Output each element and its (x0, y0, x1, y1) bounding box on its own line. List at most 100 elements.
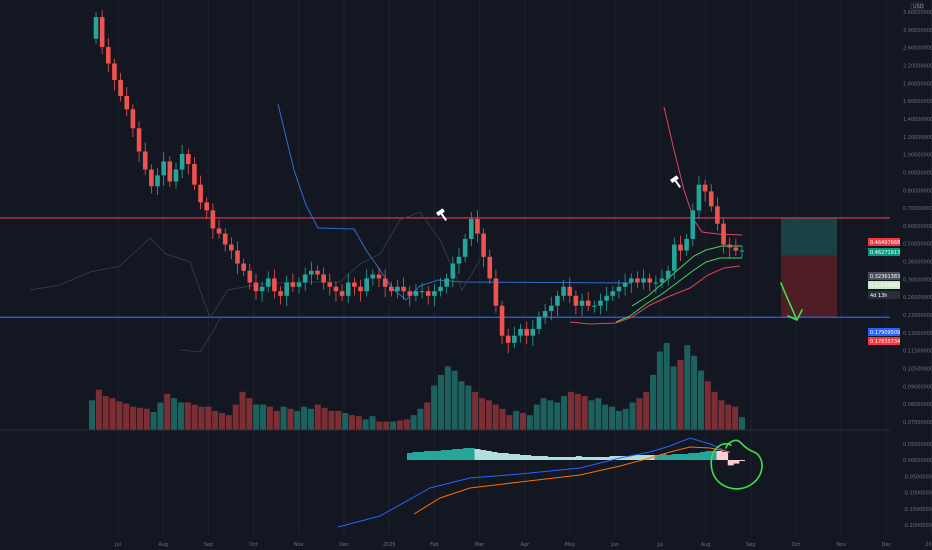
candle-body (702, 184, 708, 192)
macd-axis-label: -0.05000000 (903, 474, 932, 480)
candle-body (475, 219, 480, 234)
candle-body (659, 278, 665, 283)
volume-bar (718, 400, 725, 430)
time-label: Dec (339, 542, 349, 548)
candle (585, 291, 591, 312)
candle-body (499, 305, 505, 336)
candle (315, 265, 320, 280)
volume-bar (588, 400, 595, 430)
candle-body (192, 164, 197, 185)
candle (628, 273, 634, 293)
time-label: Dec (882, 542, 892, 548)
candle-body (493, 278, 499, 306)
candle-body (185, 153, 191, 165)
macd-hist-bar (660, 454, 667, 460)
candle (204, 197, 210, 220)
hammer-handle (674, 180, 681, 188)
volume-bar (95, 389, 102, 430)
candle (149, 164, 154, 194)
macd-hist-bar (592, 457, 599, 460)
candle (708, 184, 714, 212)
time-label: Aug (701, 542, 711, 548)
candle (222, 228, 228, 252)
volume-bar (205, 406, 212, 430)
macd-hist-bar (457, 449, 464, 460)
candle (598, 293, 603, 315)
grey-line (29, 211, 481, 319)
candle-body (684, 238, 689, 251)
price-label: 0.60000000 (903, 224, 932, 230)
green-line-lower (615, 257, 742, 323)
candle (407, 286, 413, 307)
candle-body (665, 270, 671, 279)
volume-bar (602, 404, 609, 430)
price-label: 1.60000000 (903, 99, 932, 105)
price-label: 3.00000000 (903, 28, 932, 34)
time-label: Feb (430, 542, 439, 548)
price-label: 0.11500000 (903, 349, 932, 355)
candle (530, 320, 536, 347)
candle (481, 228, 486, 268)
candle (561, 279, 566, 302)
candle (339, 284, 345, 302)
candle (290, 273, 296, 293)
candle (161, 152, 166, 186)
candle-body (272, 278, 277, 292)
short-position-box[interactable] (781, 217, 837, 318)
candle (567, 277, 573, 303)
candle (370, 269, 376, 286)
macd-hist-bar (620, 456, 627, 460)
volume-bar (499, 408, 506, 430)
candle-body (567, 286, 573, 296)
candle-body (727, 244, 732, 248)
candle-body (290, 282, 296, 287)
candle-body (561, 286, 566, 296)
macd-hist-bar (688, 453, 695, 460)
macd-hist-bar (626, 456, 633, 460)
candle-body (505, 335, 511, 343)
price-label: 0.10500000 (903, 367, 932, 373)
candle-body (610, 291, 616, 296)
candle (389, 281, 394, 297)
candle (739, 245, 745, 258)
candle-body (93, 17, 99, 39)
price-tag: 0.32163882 (868, 281, 900, 289)
candle (112, 58, 117, 91)
macd-hist-bar (603, 457, 610, 460)
macd-hist-bar (598, 457, 605, 460)
stop-zone (781, 217, 837, 256)
price-label: 0.09000000 (903, 384, 932, 390)
candle-body (468, 219, 474, 239)
candle (444, 273, 449, 294)
macd-hist-bar (570, 457, 577, 460)
volume-bar (451, 370, 458, 430)
time-label: Oct (249, 542, 258, 548)
candle-body (585, 300, 591, 306)
macd-hist-bar (699, 452, 706, 460)
candle (309, 261, 314, 285)
volume-bar (465, 385, 472, 430)
volume-bar (335, 410, 342, 430)
candle-body (259, 286, 265, 292)
volume-bar (650, 374, 657, 430)
macd-hist-bar (452, 449, 459, 460)
hammer-icon (670, 175, 681, 188)
macd-hist-bar (575, 456, 582, 460)
candle (136, 121, 142, 162)
candle-body (542, 311, 548, 317)
candle (118, 72, 123, 102)
price-tag-box (868, 248, 900, 256)
candle (592, 300, 597, 313)
volume-bar (670, 366, 677, 430)
price-tag: 4d 13h (868, 291, 900, 299)
candle (635, 271, 640, 288)
volume-bar (636, 398, 643, 430)
price-label: 2.20000000 (903, 63, 932, 69)
volume-bars (89, 343, 745, 430)
candle-body (524, 328, 529, 336)
candle (462, 233, 468, 263)
volume-bar (691, 355, 698, 430)
volume-bar (643, 391, 650, 430)
volume-bar (376, 421, 383, 430)
